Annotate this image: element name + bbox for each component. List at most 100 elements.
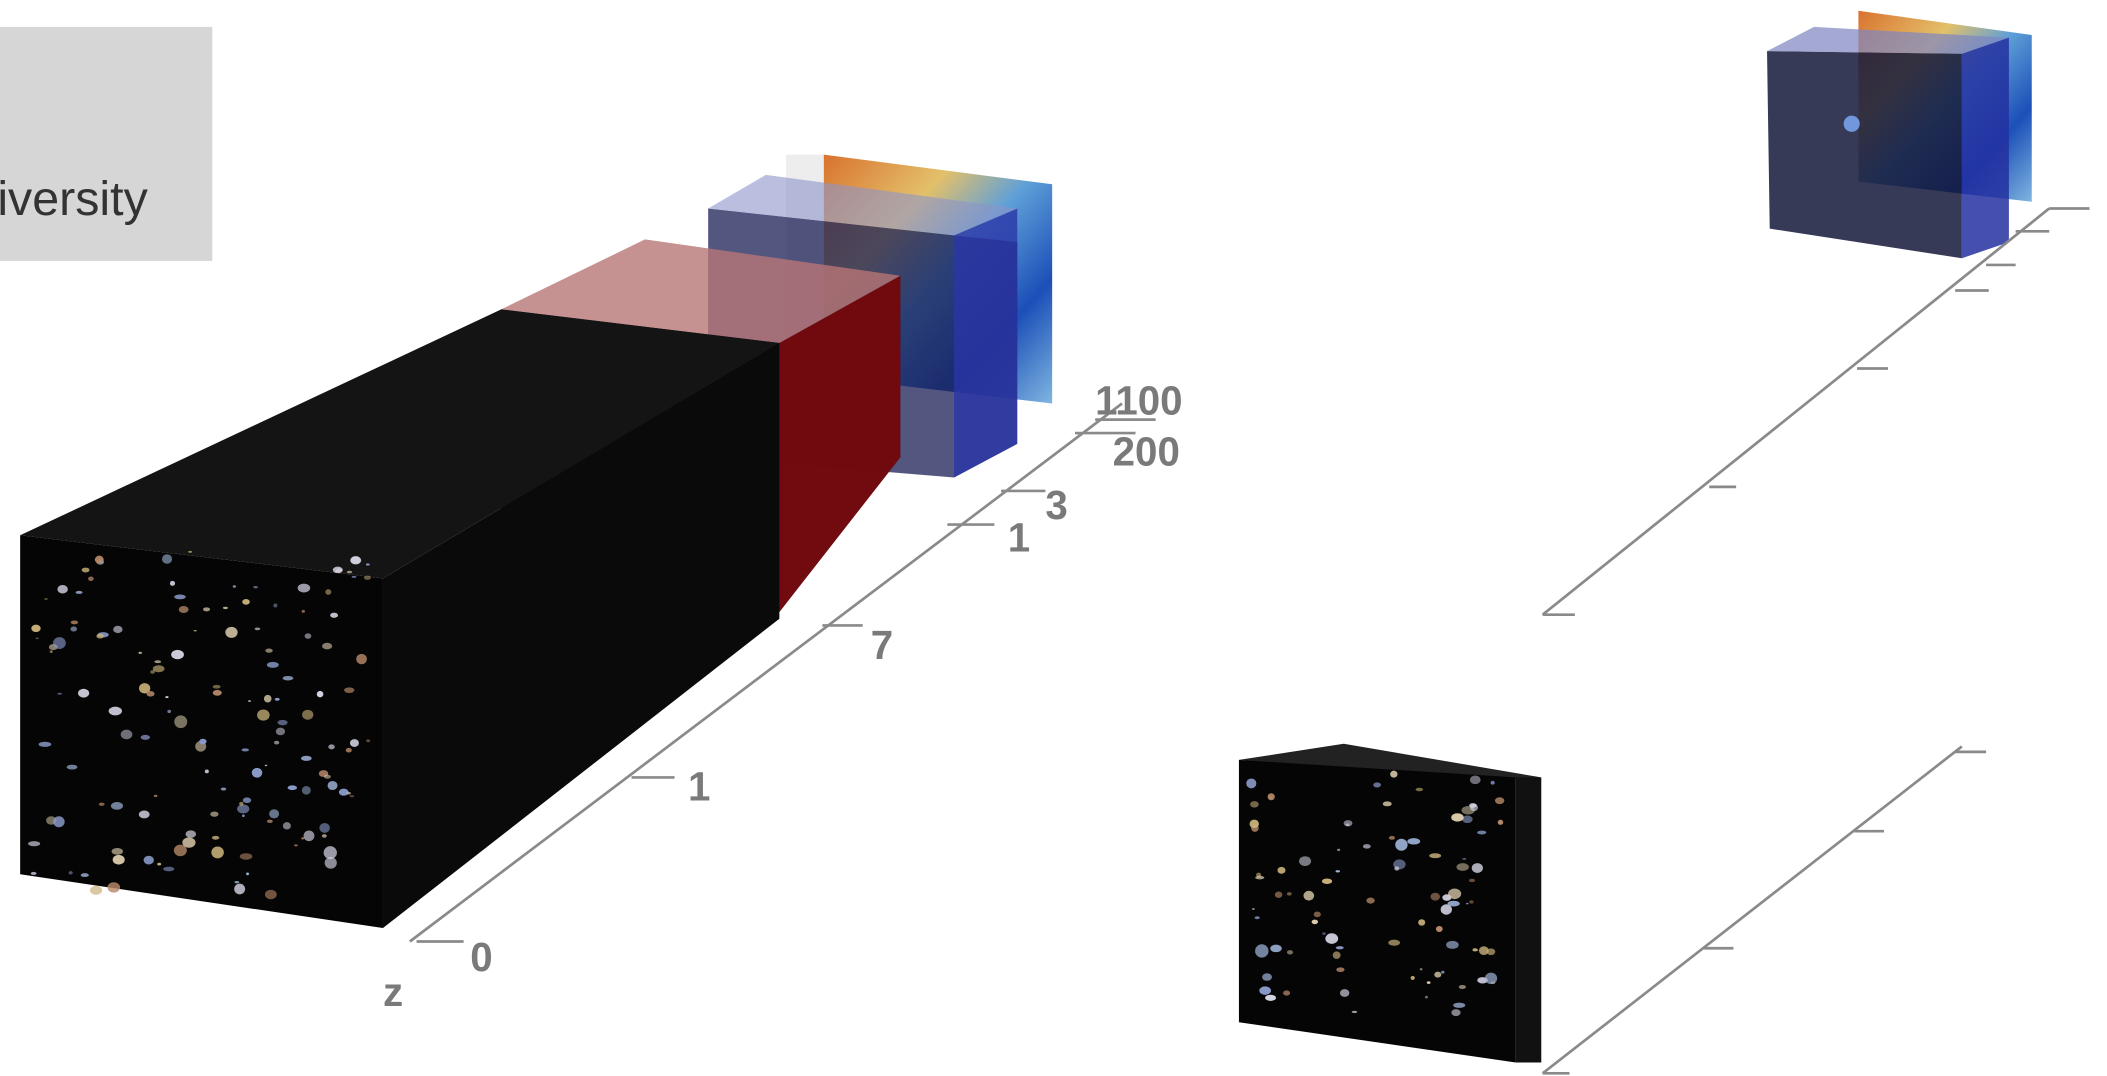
star [1388,835,1396,840]
star [287,785,298,791]
star [165,696,169,698]
star [38,741,52,747]
star [242,797,252,804]
star [140,734,150,740]
star [1419,968,1423,971]
star [302,709,314,720]
star [345,747,352,753]
star [1339,989,1350,997]
star [1322,932,1326,935]
star [143,855,154,865]
star [1286,950,1294,955]
star [163,866,175,872]
star [138,651,142,654]
star [242,599,250,605]
star [1255,875,1265,880]
tick-label: 7 [871,622,893,668]
star [266,819,273,823]
star [112,854,125,865]
star [321,834,327,838]
star [1415,787,1424,792]
star [1469,900,1474,904]
star [99,561,104,565]
star [282,822,291,830]
star [98,802,105,806]
star [237,804,250,814]
star [264,764,268,767]
star [304,633,312,639]
star [1458,984,1466,989]
star [1451,813,1464,822]
star [70,620,79,625]
star [1274,891,1283,898]
star [1418,919,1426,926]
star [57,584,68,594]
star [1430,892,1441,901]
star [316,690,324,698]
star [330,612,339,618]
star [1453,1002,1466,1008]
star [325,589,332,595]
star [68,871,73,875]
star [294,844,298,847]
tick-label: 1 [688,763,710,809]
star [1471,863,1483,873]
galaxy-box [20,309,780,929]
star [1390,770,1398,778]
star [1313,911,1321,918]
star [80,873,89,878]
star [81,567,90,573]
star [234,881,240,884]
star [107,882,121,893]
star [263,694,272,703]
star [139,683,151,694]
star [241,814,245,817]
star [70,626,78,632]
star [365,563,370,566]
star [264,889,277,900]
star [1277,866,1286,874]
star [222,606,228,610]
star [174,594,186,600]
star [323,774,331,779]
star [138,810,150,819]
star [253,586,258,589]
small-cube [1767,10,2032,259]
star [75,590,83,594]
star [301,785,311,795]
star [273,740,280,745]
star [300,755,312,761]
star [174,715,188,729]
star [120,729,133,740]
axis-name: z [383,969,403,1015]
star [1246,778,1257,789]
star [1343,820,1353,827]
star [110,802,124,810]
tick-label: 1 [1008,514,1030,560]
star [108,706,122,716]
title: iversity [0,172,149,226]
star [1441,970,1445,974]
star [44,598,48,600]
star [188,550,193,553]
star [1332,951,1341,959]
star [1335,870,1341,873]
tick-label: 0 [470,934,492,980]
star [1336,967,1345,973]
star [1448,888,1462,900]
star [157,862,162,866]
star [1382,801,1392,807]
star [182,837,196,848]
star [1337,848,1341,851]
star [150,670,156,674]
star [1255,944,1269,958]
star [178,606,189,614]
star [1265,994,1277,1001]
star [211,846,224,859]
star [274,697,280,701]
star [1249,819,1259,829]
star [251,767,263,778]
star [173,844,187,857]
star [193,630,197,632]
star [1426,981,1431,984]
